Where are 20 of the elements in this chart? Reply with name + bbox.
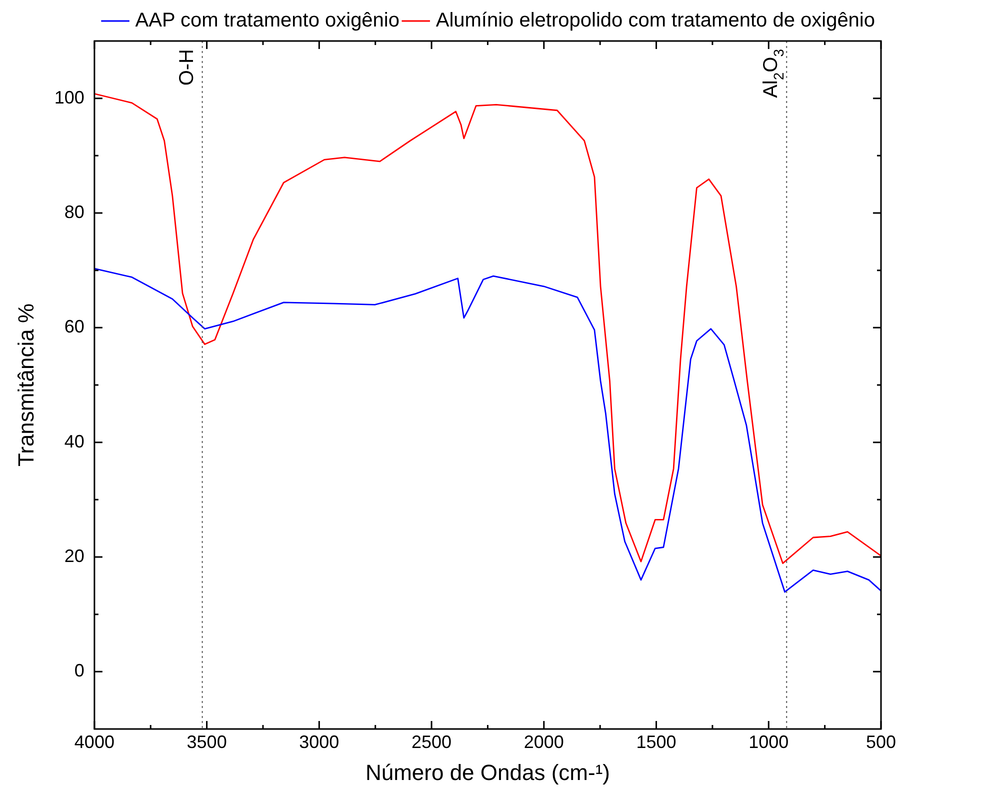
y-axis-title: Transmitância % <box>13 303 38 467</box>
y-tick-label: 60 <box>64 316 84 337</box>
y-tick-label: 100 <box>54 87 84 108</box>
x-tick-label: 3000 <box>299 732 340 752</box>
legend-label: Alumínio eletropolido com tratamento de oxigênio <box>436 10 875 32</box>
y-tick-label: 0 <box>74 660 84 681</box>
legend-label: AAP com tratamento oxigênio <box>135 10 400 32</box>
y-tick-label: 80 <box>64 202 84 222</box>
x-tick-label: 500 <box>866 732 896 752</box>
ref-line-label: O-H <box>176 48 198 86</box>
x-tick-label: 4000 <box>74 732 114 752</box>
x-tick-label: 1000 <box>748 732 789 752</box>
x-axis-title: Número de Ondas (cm-¹) <box>365 760 610 785</box>
x-tick-label: 2000 <box>524 732 564 752</box>
x-tick-label: 2500 <box>412 732 452 752</box>
y-tick-label: 40 <box>64 431 84 452</box>
y-tick-label: 20 <box>64 546 84 566</box>
x-tick-label: 1500 <box>636 732 676 752</box>
x-tick-label: 3500 <box>186 732 227 752</box>
ref-line-label: Al2O3 <box>760 48 786 98</box>
